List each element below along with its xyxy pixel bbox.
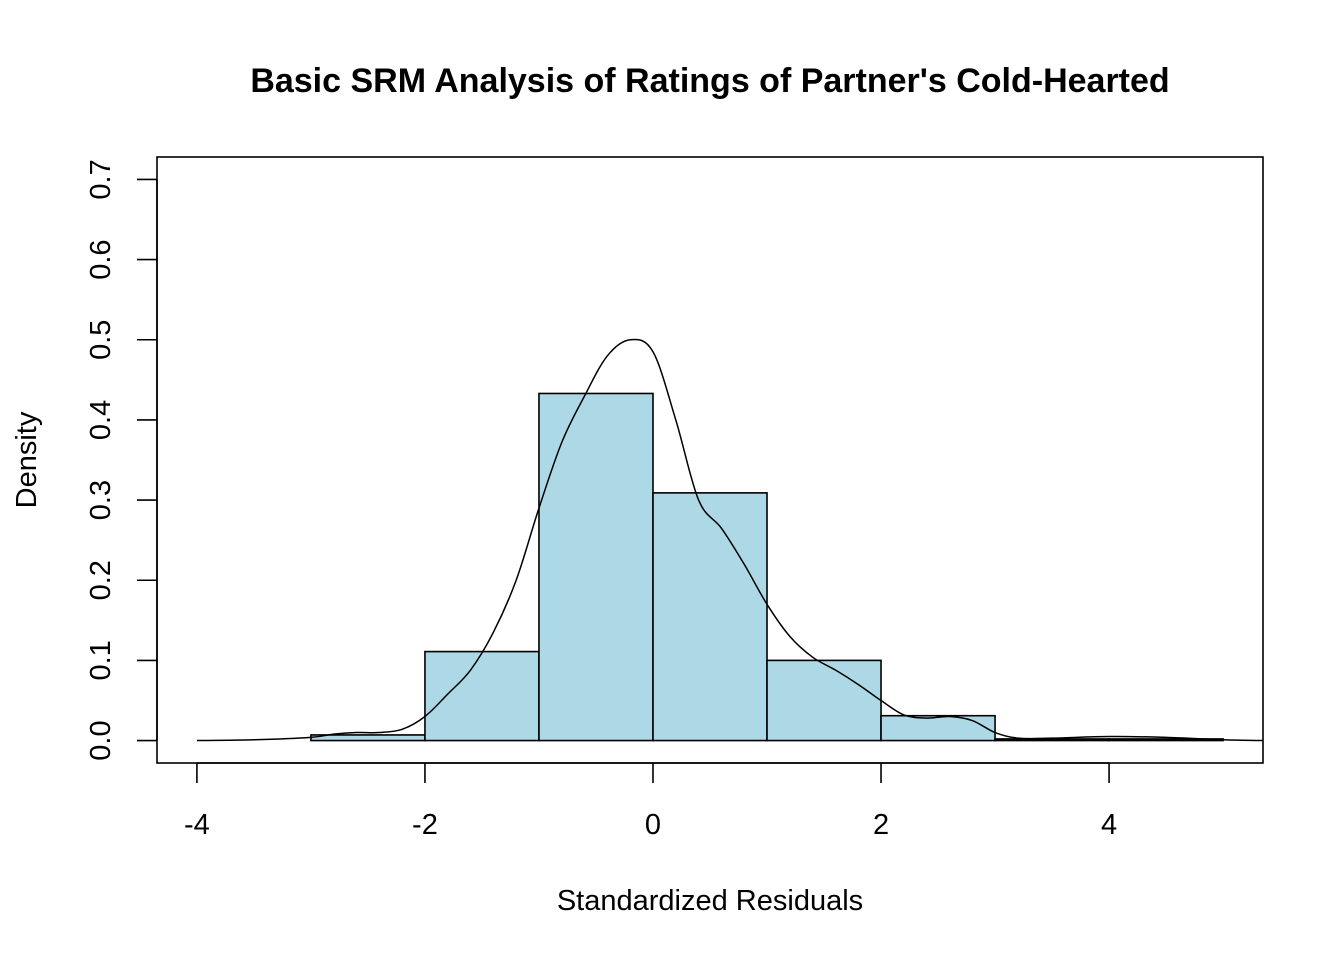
histogram-bar-5 <box>766 659 882 742</box>
y-tick-label: 0.4 <box>85 400 117 440</box>
histogram-bar-1 <box>310 734 426 742</box>
y-tick-label: 0.3 <box>85 480 117 520</box>
y-tick-label: 0.7 <box>85 159 117 199</box>
y-tick-label: 0.6 <box>85 239 117 279</box>
chart-title: Basic SRM Analysis of Ratings of Partner… <box>250 62 1169 100</box>
y-tick-label: 0.2 <box>85 560 117 600</box>
x-tick-label: -2 <box>412 809 438 841</box>
histogram-bar-3 <box>538 392 654 742</box>
histogram-bar-6 <box>880 714 996 742</box>
y-tick-label: 0.5 <box>85 320 117 360</box>
histogram-bar-2 <box>424 650 540 742</box>
y-tick-label: 0.0 <box>85 720 117 760</box>
x-axis: -4 -2 0 2 4 <box>184 762 1117 841</box>
y-tick-label: 0.1 <box>85 640 117 680</box>
y-axis-label: Density <box>11 411 43 508</box>
histogram-bars <box>310 392 1224 742</box>
density-curve <box>196 338 1264 742</box>
x-tick-label: 2 <box>873 809 889 841</box>
y-axis: 0.0 0.1 0.2 0.3 0.4 0.5 0.6 0.7 <box>85 159 158 761</box>
x-tick-label: 0 <box>645 809 661 841</box>
histogram-bar-4 <box>652 492 768 742</box>
x-axis-label: Standardized Residuals <box>557 885 863 917</box>
x-tick-label: -4 <box>184 809 210 841</box>
x-tick-label: 4 <box>1101 809 1117 841</box>
histogram-bar-7 <box>994 738 1110 742</box>
